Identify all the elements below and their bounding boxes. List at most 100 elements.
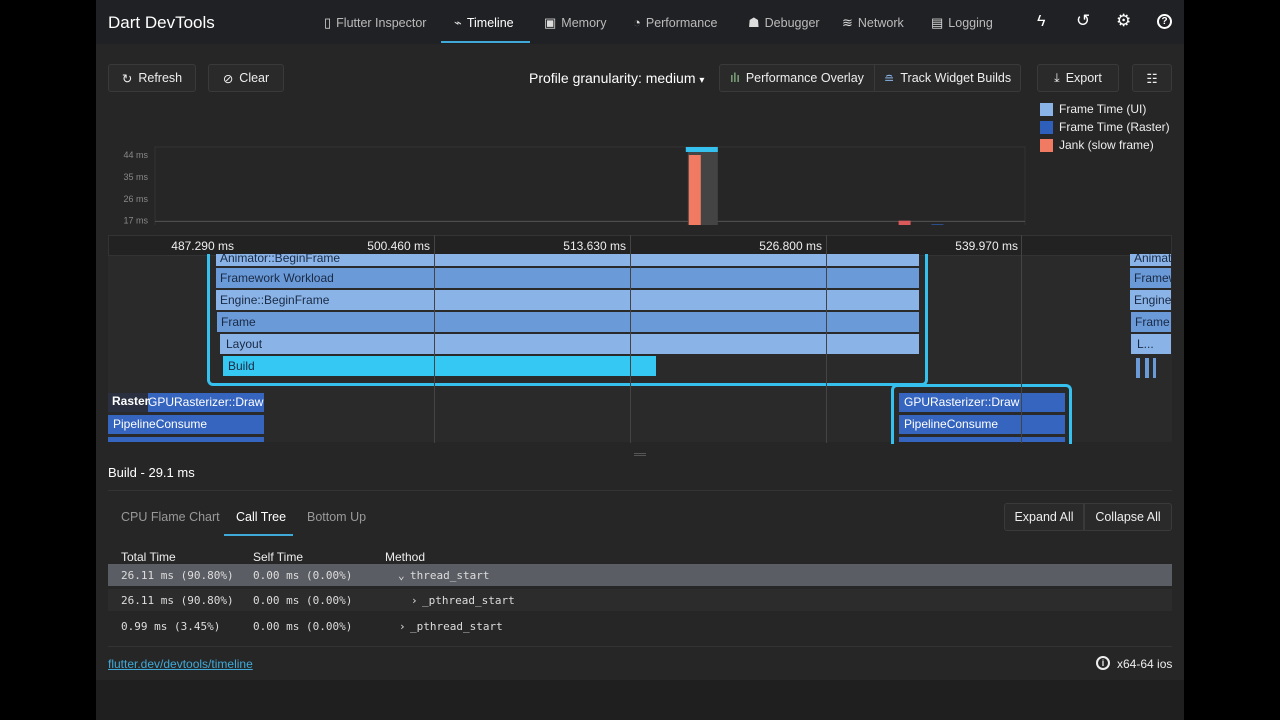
export-button[interactable]: ⤓ Export [1037,64,1119,92]
active-tab-indicator [224,534,293,536]
flame-event-build-selected[interactable]: Build [223,356,656,376]
details-title: Build - 29.1 ms [108,465,195,480]
tab-debugger[interactable]: ☗ Debugger [748,15,820,31]
column-self-time[interactable]: Self Time [253,550,304,564]
legend-raster-swatch [1040,121,1053,134]
granularity-dropdown[interactable]: Profile granularity: medium ▾ [529,70,704,86]
grid-line [630,235,631,443]
time-tick: 487.290 ms [171,239,234,253]
tab-network[interactable]: ≋ Network [842,15,904,31]
tab-cpu-flame-chart[interactable]: CPU Flame Chart [121,510,220,524]
tab-logging[interactable]: ▤ Logging [931,15,993,31]
column-method[interactable]: Method [385,550,426,564]
tab-label: Debugger [764,16,820,30]
table-row[interactable]: 26.11 ms (90.80%) 0.00 ms (0.00%) ⌄ thre… [108,564,1172,586]
bar-chart-icon: ılı [730,71,740,85]
raster-event[interactable]: GPURasterizer::Draw [899,393,1065,412]
time-tick: 500.460 ms [367,239,430,253]
expand-all-button[interactable]: Expand All [1004,503,1084,531]
resize-handle[interactable] [634,453,646,456]
performance-overlay-button[interactable]: ılı Performance Overlay [719,64,875,92]
refresh-button[interactable]: ↻ Refresh [108,64,196,92]
flame-event[interactable] [1136,358,1140,378]
chevron-down-icon: ▾ [699,75,705,86]
flame-event[interactable]: Animator::BeginFrame [1130,254,1171,266]
phone-icon: ▯ [324,15,332,30]
header: Dart DevTools ▯ Flutter Inspector ⌁ Timeli… [96,0,1184,44]
timeline-page: ↻ Refresh ⊘ Clear Profile granularity: med… [96,44,1184,680]
plot-area [154,146,1026,225]
tab-timeline[interactable]: ⌁ Timeline [454,15,514,31]
tab-flutter-inspector[interactable]: ▯ Flutter Inspector [324,15,426,31]
flame-event[interactable]: Animator::BeginFrame [216,254,919,266]
table-row[interactable]: 0.99 ms (3.45%) 0.00 ms (0.00%) › _pthre… [108,615,1172,637]
lightning-icon[interactable]: ϟ [1037,13,1046,30]
flame-event[interactable]: Frame [217,312,919,332]
raster-frame-bar [931,224,944,225]
tab-performance[interactable]: ◔ Performance [633,15,717,30]
tab-memory[interactable]: ▣ Memory [544,15,606,31]
raster-event[interactable]: PipelineConsume [899,415,1065,434]
raster-event[interactable]: GPURasterizer::Draw [144,393,264,412]
help-icon[interactable]: ? [1157,14,1172,29]
track-builds-label: Track Widget Builds [900,71,1012,85]
perf-overlay-label: Performance Overlay [745,71,864,85]
raster-event[interactable]: PipelineConsume [108,415,264,434]
raster-frame-bar [898,220,911,225]
flame-event[interactable]: Engine::BeginFrame [216,290,919,310]
expand-arrow-icon[interactable]: › [399,620,406,633]
tab-label: Logging [948,16,993,30]
selected-frame-ui-bracket [207,254,928,386]
table-row[interactable]: 26.11 ms (90.80%) 0.00 ms (0.00%) › _pth… [108,589,1172,611]
flame-event[interactable]: L... [1131,334,1171,354]
y-tick-label: 17 ms [123,216,148,225]
time-tick: 526.800 ms [759,239,822,253]
expand-arrow-icon[interactable]: ⌄ [398,569,405,582]
flame-event[interactable]: Layout [220,334,919,354]
grid-line [434,235,435,443]
refresh-icon: ↻ [121,71,133,86]
total-time: 0.99 ms (3.45%) [121,620,221,633]
raster-thread-label: Raster [108,393,149,412]
self-time: 0.00 ms (0.00%) [253,569,353,582]
legend-ui: Frame Time (UI) [1059,102,1147,116]
grid-line [826,235,827,443]
flame-event[interactable]: Framework Workload [216,268,919,288]
docs-link[interactable]: flutter.dev/devtools/timeline [108,657,253,671]
tab-bottom-up[interactable]: Bottom Up [307,510,367,524]
expand-arrow-icon[interactable]: › [411,594,418,607]
gear-icon[interactable]: ⚙ [1116,11,1132,30]
clear-label: Clear [239,71,270,85]
total-time: 26.11 ms (90.80%) [121,569,234,582]
track-widget-builds-button[interactable]: ≘ Track Widget Builds [874,64,1021,92]
granularity-label: Profile granularity: medium [529,70,696,86]
divider [108,646,1172,647]
app-title: Dart DevTools [108,13,215,32]
refresh-label: Refresh [138,71,183,85]
raster-event[interactable] [899,437,1065,442]
y-tick-label: 35 ms [123,172,148,182]
wifi-icon: ≋ [842,15,853,30]
raster-event[interactable] [108,437,264,442]
flame-event[interactable]: Framework Workload [1130,268,1171,288]
bug-icon: ☗ [748,15,760,30]
flame-event[interactable] [1145,358,1149,378]
memory-icon: ▣ [544,15,557,30]
column-total-time[interactable]: Total Time [121,550,176,564]
tab-label: Performance [645,15,718,30]
tab-call-tree[interactable]: Call Tree [236,510,287,524]
export-label: Export [1065,71,1102,85]
logging-icon: ▤ [931,15,944,30]
history-icon[interactable]: ↺ [1076,11,1091,30]
collapse-all-button[interactable]: Collapse All [1084,503,1172,531]
info-icon[interactable]: i [1096,656,1110,670]
method: _pthread_start [422,594,515,607]
flame-event[interactable] [1153,358,1156,378]
flame-event[interactable]: Engine::BeginFrame [1130,290,1171,310]
flame-event[interactable]: Frame [1131,312,1171,332]
settings-button[interactable]: ☷ [1132,64,1172,92]
time-tick: 539.970 ms [955,239,1018,253]
clear-button[interactable]: ⊘ Clear [208,64,284,92]
tab-label: Flutter Inspector [336,16,427,30]
